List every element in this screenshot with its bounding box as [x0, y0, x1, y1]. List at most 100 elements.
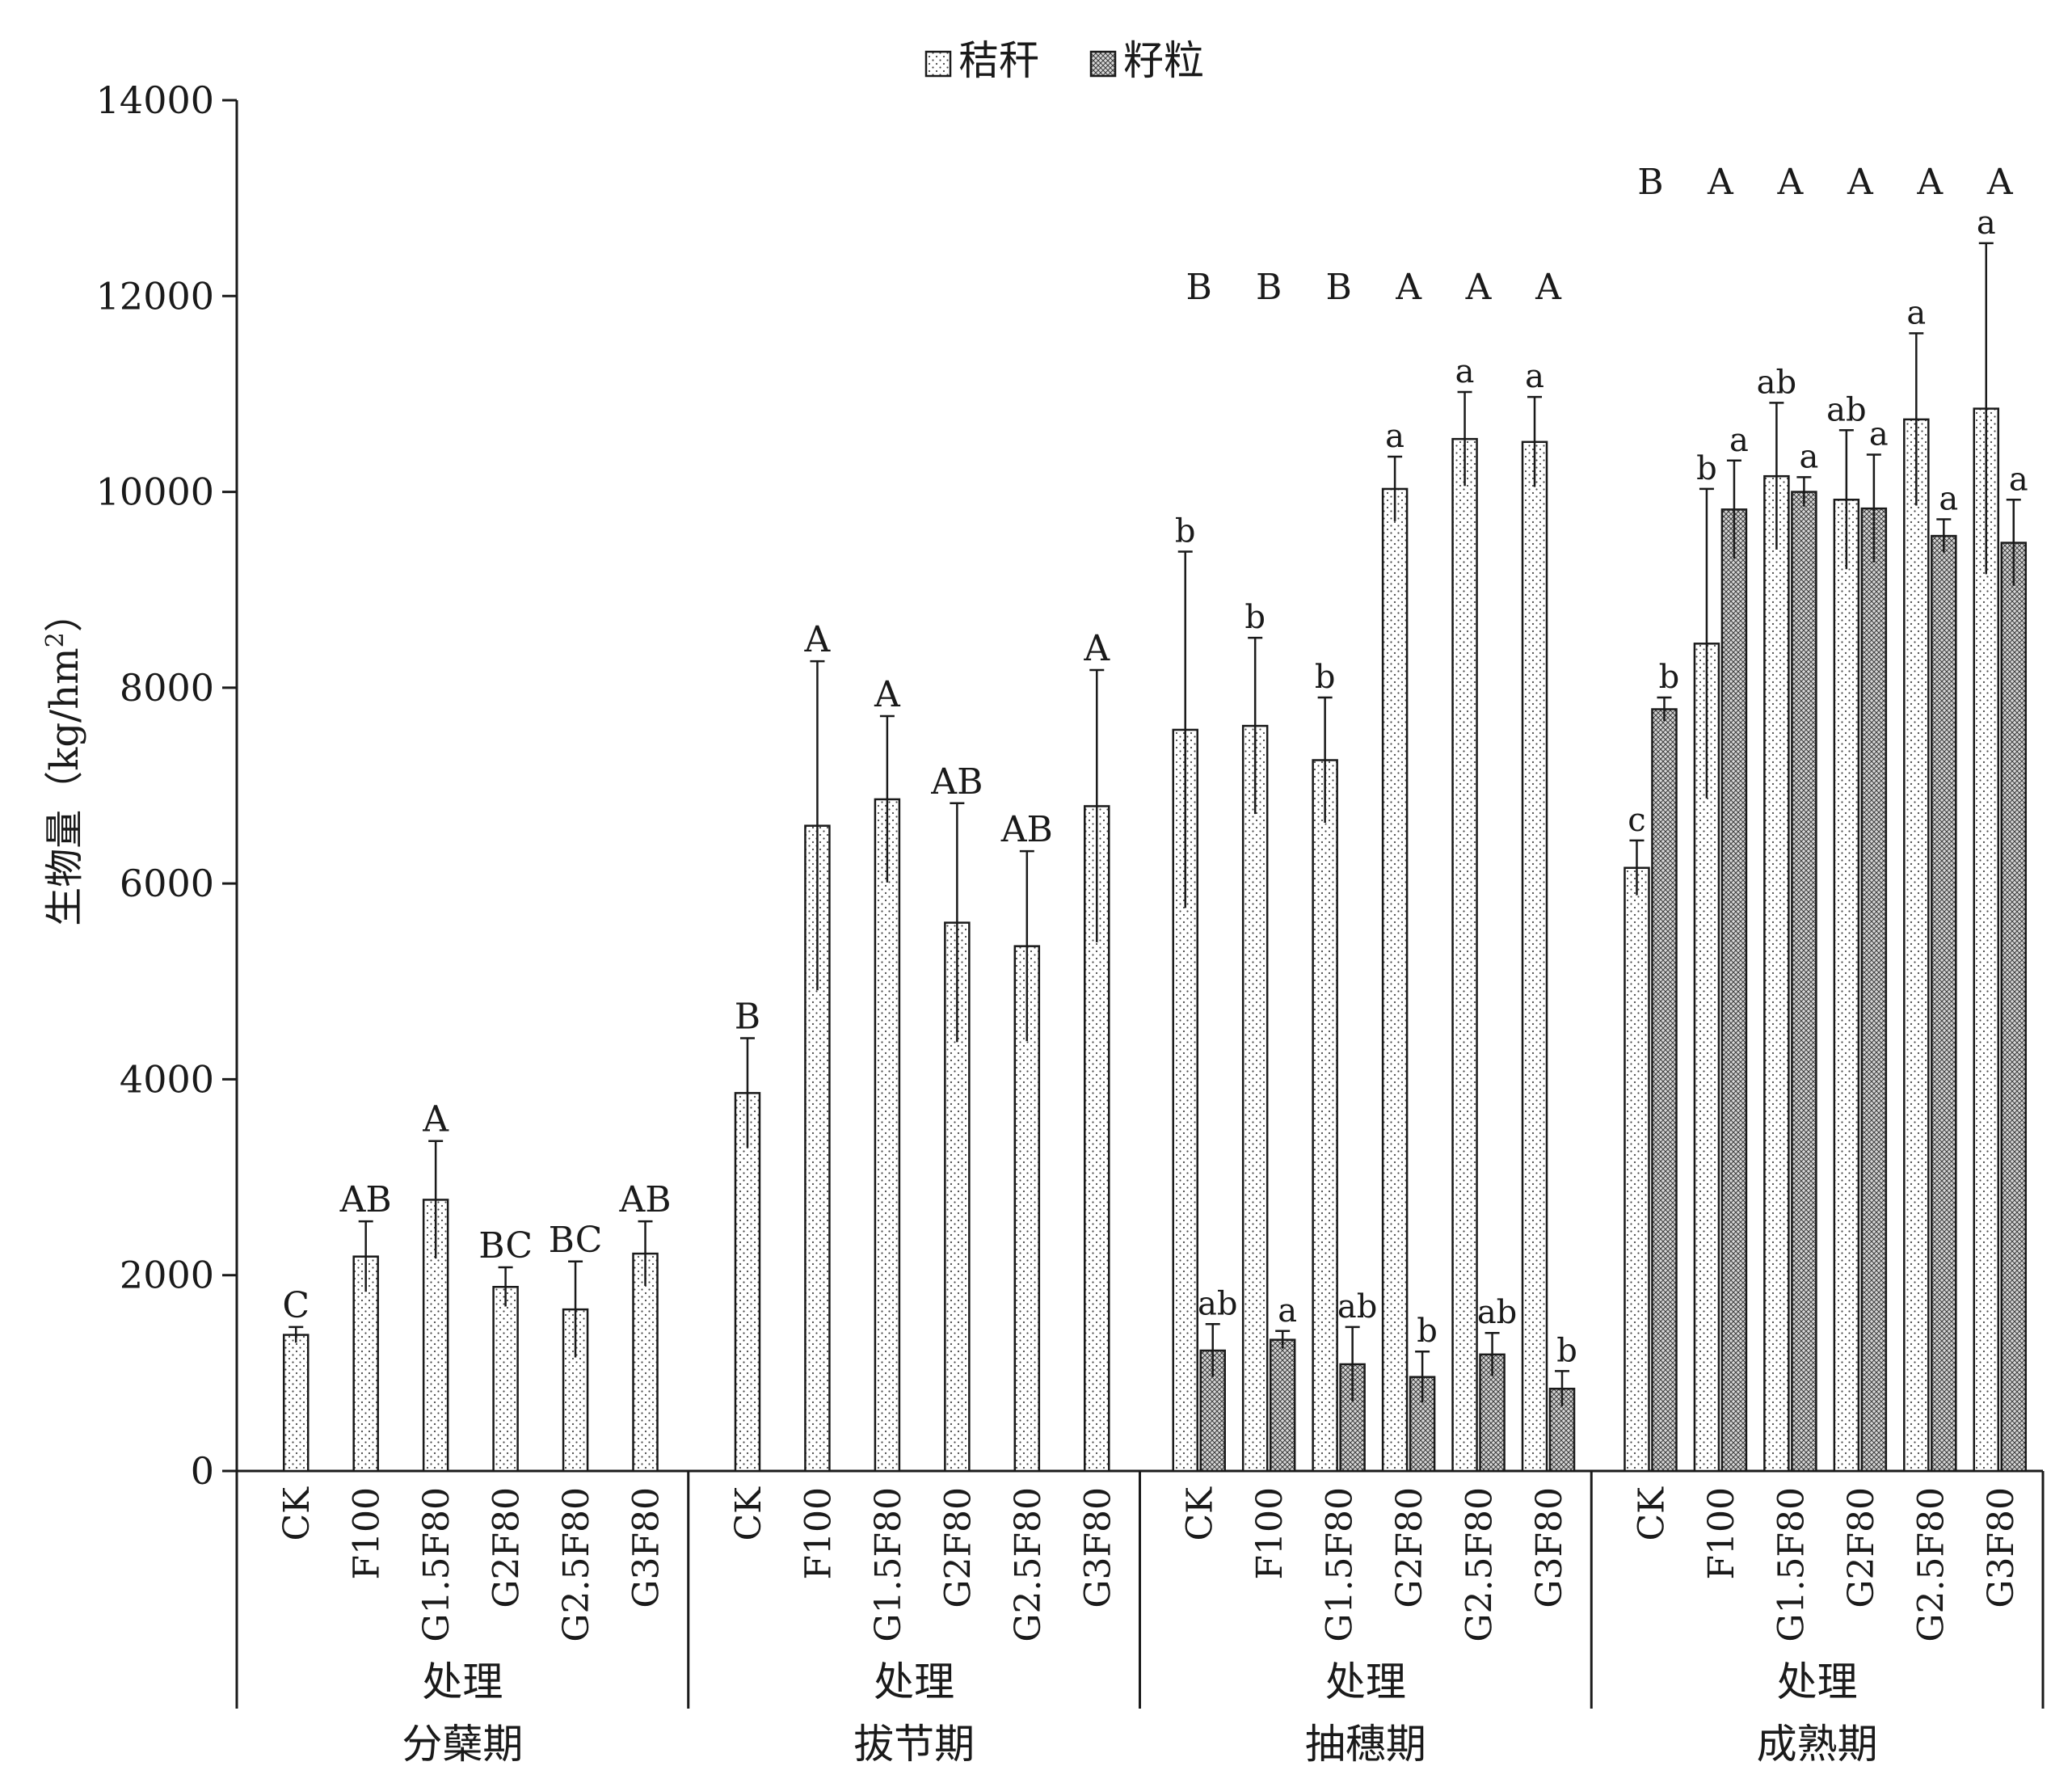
total-significance-letter: A	[1986, 162, 2014, 203]
grain-significance-letter: ab	[1337, 1288, 1377, 1325]
straw-significance-letter: BC	[478, 1225, 533, 1266]
grain-significance-letter: ab	[1198, 1285, 1237, 1322]
bars	[282, 242, 2028, 1473]
straw-significance-letter: a	[1455, 353, 1475, 390]
straw-bar	[1763, 474, 1790, 1473]
straw-significance-letter: b	[1175, 512, 1196, 550]
category-label: F100	[1701, 1487, 1742, 1580]
straw-significance-letter: BC	[549, 1220, 603, 1261]
straw-bar	[1973, 407, 2000, 1473]
category-label: F100	[347, 1487, 388, 1580]
group-axis-label: 处理	[1777, 1658, 1858, 1705]
category-label: G2.5F80	[1459, 1487, 1501, 1642]
straw-significance-letter: C	[282, 1285, 310, 1326]
group-axis-label: 处理	[422, 1658, 503, 1705]
total-significance-letter: B	[1256, 267, 1282, 308]
category-label: G3F80	[626, 1487, 668, 1608]
straw-bar	[632, 1252, 659, 1473]
straw-significance-letter: c	[1628, 802, 1645, 839]
straw-significance-letter: AB	[618, 1179, 671, 1220]
grain-significance-letter: a	[1729, 422, 1749, 459]
grain-significance-letter: a	[1939, 480, 1958, 517]
category-label: G2F80	[1389, 1487, 1430, 1608]
category-label: G2.5F80	[556, 1487, 597, 1642]
legend-label-grain: 籽粒	[1123, 37, 1204, 84]
grain-bar	[2000, 542, 2028, 1473]
straw-significance-letter: A	[874, 674, 901, 715]
category-label: CK	[728, 1486, 769, 1541]
category-label: G1.5F80	[416, 1487, 457, 1642]
grain-significance-letter: b	[1556, 1332, 1577, 1369]
category-label: G1.5F80	[1320, 1487, 1361, 1642]
grain-significance-letter: ab	[1477, 1294, 1517, 1331]
group-axis-label: 处理	[1325, 1658, 1406, 1705]
straw-significance-letter: AB	[930, 761, 983, 803]
y-tick-label: 14000	[96, 78, 214, 122]
category-label: CK	[1631, 1486, 1672, 1541]
straw-bar	[734, 1092, 761, 1473]
y-tick-label: 8000	[120, 666, 214, 710]
total-significance-letter: A	[1465, 267, 1493, 308]
y-axis-title-superscript: 2	[41, 632, 69, 647]
grain-significance-letter: a	[1869, 416, 1889, 453]
category-label: G2F80	[937, 1487, 979, 1608]
total-significance-letter: A	[1707, 162, 1734, 203]
legend: 秸秆 籽粒	[924, 37, 1204, 84]
category-label: G2.5F80	[1008, 1487, 1049, 1642]
grain-bar	[1269, 1338, 1296, 1473]
straw-significance-letter: AB	[339, 1179, 392, 1220]
grain-significance-letter: b	[1417, 1313, 1438, 1350]
y-tick-label: 2000	[120, 1254, 214, 1297]
straw-significance-letter: AB	[1000, 809, 1053, 850]
straw-bar	[1381, 487, 1409, 1473]
grain-bar	[1791, 491, 1817, 1473]
labels: 处理分蘖期CCKABF100AG1.5F80BCG2F80BCG2.5F80AB…	[276, 162, 2028, 1768]
straw-bar	[352, 1255, 379, 1473]
grain-bar	[1651, 708, 1678, 1473]
straw-significance-letter: b	[1315, 659, 1336, 696]
category-label: G1.5F80	[868, 1487, 909, 1642]
total-significance-letter: B	[1186, 267, 1212, 308]
straw-significance-letter: ab	[1757, 364, 1796, 401]
total-significance-letter: B	[1325, 267, 1351, 308]
category-label: G1.5F80	[1771, 1487, 1812, 1642]
total-significance-letter: A	[1777, 162, 1805, 203]
straw-significance-letter: A	[1083, 628, 1110, 669]
legend-label-straw: 秸秆	[958, 37, 1039, 84]
category-label: G2.5F80	[1910, 1487, 1952, 1642]
straw-significance-letter: A	[422, 1099, 449, 1140]
y-tick-label: 0	[191, 1449, 214, 1493]
category-label: F100	[798, 1487, 839, 1580]
straw-bar	[492, 1286, 519, 1473]
straw-bar	[1312, 759, 1338, 1473]
y-tick-label: 4000	[120, 1057, 214, 1101]
straw-bar	[874, 798, 901, 1473]
group-stage-label: 分蘖期	[402, 1721, 523, 1768]
straw-significance-letter: a	[1525, 358, 1544, 395]
straw-significance-letter: a	[1906, 294, 1926, 331]
y-axis-title-main: 生物量（kg/hm	[42, 647, 87, 925]
straw-bar	[282, 1334, 310, 1473]
y-tick-label: 10000	[96, 470, 214, 514]
group-stage-label: 拔节期	[853, 1721, 975, 1768]
total-significance-letter: B	[1637, 162, 1663, 203]
svg-text:生物量（kg/hm2）: 生物量（kg/hm2）	[41, 593, 87, 926]
legend-swatch-grain	[1089, 50, 1117, 78]
grain-significance-letter: a	[2009, 461, 2028, 498]
straw-bar	[1521, 440, 1548, 1473]
category-label: G2F80	[1841, 1487, 1882, 1608]
axes: 0 2000 4000 6000 8000 10000 12000 14000	[96, 78, 2045, 1709]
y-axis-title-close: ）	[42, 593, 87, 632]
straw-significance-letter: A	[804, 619, 832, 660]
total-significance-letter: A	[1847, 162, 1874, 203]
straw-bar	[1241, 724, 1269, 1473]
straw-bar	[1451, 437, 1478, 1473]
category-label: G3F80	[1077, 1487, 1118, 1608]
straw-significance-letter: b	[1696, 450, 1717, 487]
straw-bar	[1172, 728, 1198, 1473]
straw-significance-letter: B	[735, 997, 760, 1038]
category-label: G2F80	[486, 1487, 528, 1608]
category-label: CK	[1180, 1486, 1221, 1541]
category-label: CK	[276, 1486, 318, 1541]
